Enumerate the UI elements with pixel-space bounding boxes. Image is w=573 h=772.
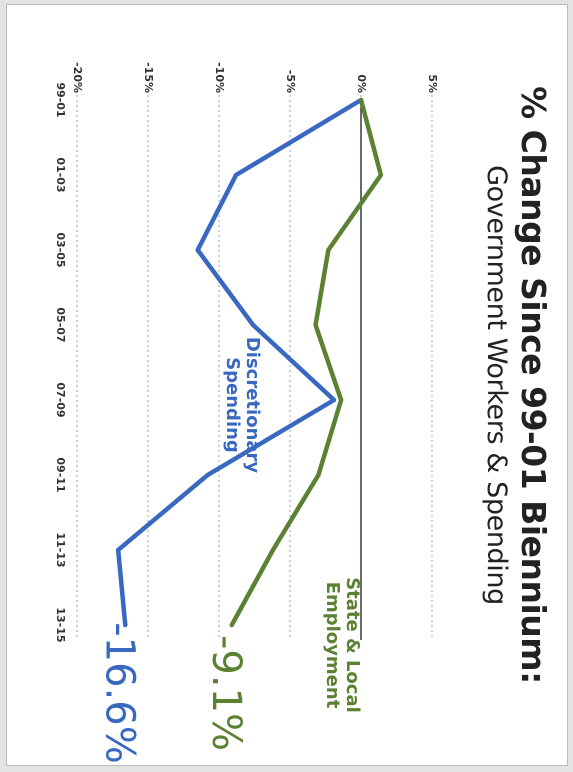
y-tick-label: -15%	[142, 62, 155, 93]
data-point	[359, 98, 363, 102]
x-tick-label: 99-01	[54, 82, 67, 117]
y-tick-label: 5%	[426, 74, 439, 93]
line-chart: 5% 0% -5% -10% -15% -20% 99-01 01-03 03-05 05-07 0…	[54, 62, 439, 764]
series-line-0	[115, 97, 364, 628]
end-value-label: -16.6%	[96, 622, 142, 764]
x-tick-label: 01-03	[54, 157, 67, 192]
series-annotation: Employment	[322, 582, 343, 709]
y-tick-label: 0%	[355, 74, 368, 93]
data-point	[313, 323, 318, 327]
y-tick-label: -10%	[213, 62, 226, 93]
end-value-label: -9.1%	[203, 635, 249, 751]
chart-card: % Change Since 99-01 Biennium: Governmen…	[6, 4, 568, 766]
x-tick-label: 05-07	[54, 307, 67, 342]
data-point	[316, 473, 321, 477]
x-tick-label: 13-15	[54, 607, 67, 642]
x-tick-label: 03-05	[54, 232, 67, 267]
data-point	[123, 623, 128, 627]
data-point	[205, 473, 210, 477]
x-tick-label: 07-09	[54, 382, 67, 417]
data-point	[339, 398, 344, 402]
data-point	[251, 323, 256, 327]
series-annotation: State & Local	[342, 577, 363, 713]
data-point	[234, 173, 239, 177]
x-tick-label: 11-13	[54, 532, 67, 567]
data-point	[195, 248, 200, 252]
chart-canvas: % Change Since 99-01 Biennium: Governmen…	[7, 5, 567, 765]
y-tick-label: -5%	[284, 70, 297, 93]
data-point	[116, 548, 121, 552]
x-tick-label: 09-11	[54, 457, 67, 492]
data-point	[229, 623, 234, 627]
data-point	[270, 548, 275, 552]
series-annotation: Spending	[222, 357, 243, 453]
data-point	[378, 173, 383, 177]
y-tick-label: -20%	[71, 62, 84, 93]
data-point	[326, 248, 331, 252]
data-point	[332, 398, 337, 402]
series-annotation: Discretionary	[242, 337, 263, 474]
series-line-1	[229, 97, 384, 628]
